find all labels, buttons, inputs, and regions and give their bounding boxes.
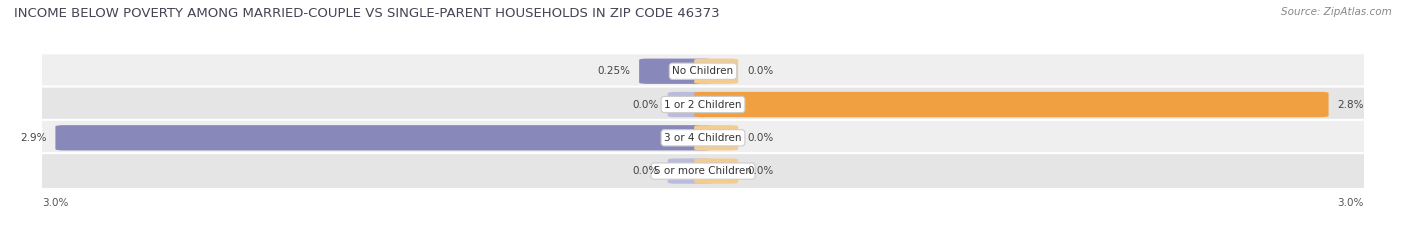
FancyBboxPatch shape (695, 58, 738, 84)
FancyBboxPatch shape (668, 158, 711, 184)
FancyBboxPatch shape (668, 92, 711, 117)
FancyBboxPatch shape (640, 58, 711, 84)
Text: 2.9%: 2.9% (20, 133, 46, 143)
FancyBboxPatch shape (695, 125, 738, 151)
Text: 0.0%: 0.0% (747, 66, 773, 76)
Text: 3.0%: 3.0% (42, 198, 69, 208)
FancyBboxPatch shape (24, 120, 1382, 156)
Text: 3.0%: 3.0% (1337, 198, 1364, 208)
FancyBboxPatch shape (695, 92, 1329, 117)
Text: 0.0%: 0.0% (747, 166, 773, 176)
Text: INCOME BELOW POVERTY AMONG MARRIED-COUPLE VS SINGLE-PARENT HOUSEHOLDS IN ZIP COD: INCOME BELOW POVERTY AMONG MARRIED-COUPL… (14, 7, 720, 20)
Text: No Children: No Children (672, 66, 734, 76)
Text: 0.0%: 0.0% (633, 99, 659, 110)
Text: Source: ZipAtlas.com: Source: ZipAtlas.com (1281, 7, 1392, 17)
Text: 0.25%: 0.25% (598, 66, 630, 76)
Text: 1 or 2 Children: 1 or 2 Children (664, 99, 742, 110)
FancyBboxPatch shape (24, 153, 1382, 189)
FancyBboxPatch shape (24, 86, 1382, 123)
FancyBboxPatch shape (695, 158, 738, 184)
FancyBboxPatch shape (55, 125, 711, 151)
FancyBboxPatch shape (24, 53, 1382, 89)
Text: 0.0%: 0.0% (747, 133, 773, 143)
Text: 0.0%: 0.0% (633, 166, 659, 176)
Text: 2.8%: 2.8% (1337, 99, 1364, 110)
Text: 5 or more Children: 5 or more Children (654, 166, 752, 176)
Text: 3 or 4 Children: 3 or 4 Children (664, 133, 742, 143)
